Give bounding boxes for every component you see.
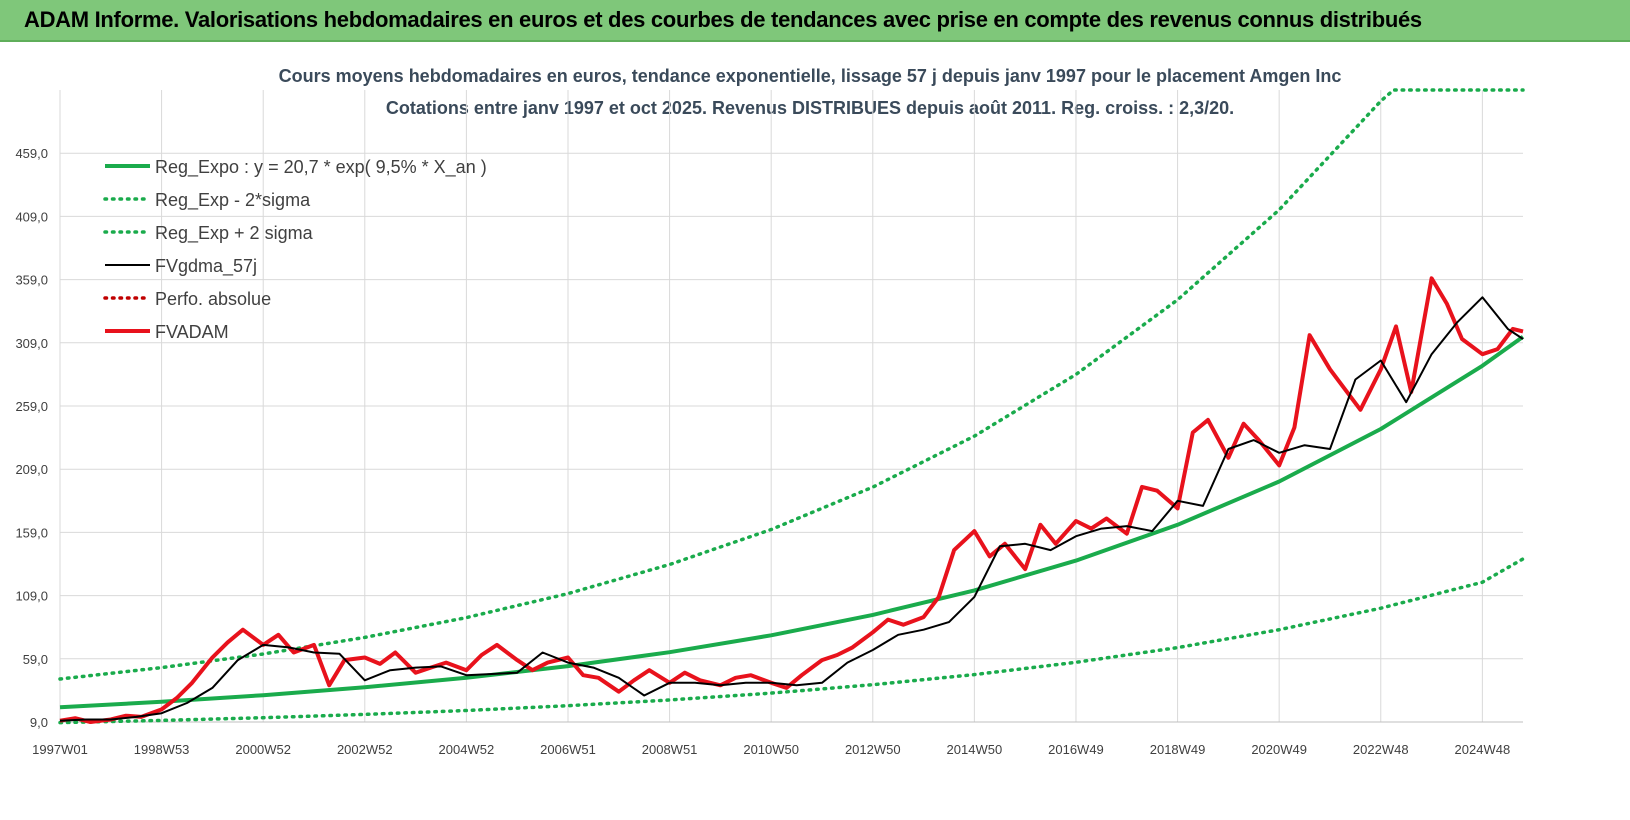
x-tick-label: 1997W01 bbox=[32, 742, 88, 757]
y-tick-label: 259,0 bbox=[15, 399, 48, 414]
x-tick-label: 2018W49 bbox=[1150, 742, 1206, 757]
series-line-0 bbox=[59, 335, 1525, 710]
y-axis: 9,0 59,0 109,0 159,0 209,0 259,0 309,0 359,0 409… bbox=[15, 146, 48, 730]
x-tick-label: 2002W52 bbox=[337, 742, 393, 757]
x-tick-label: 2010W50 bbox=[743, 742, 799, 757]
legend-label: Reg_Exp + 2 sigma bbox=[155, 223, 314, 244]
x-tick-label: 2004W52 bbox=[439, 742, 495, 757]
series-line-1 bbox=[58, 557, 1525, 725]
legend-label: Perfo. absolue bbox=[155, 289, 271, 309]
x-tick-label: 2014W50 bbox=[947, 742, 1003, 757]
x-tick-label: 2008W51 bbox=[642, 742, 698, 757]
chart-background bbox=[0, 42, 1630, 815]
x-tick-label: 2020W49 bbox=[1251, 742, 1307, 757]
x-tick-label: 2024W48 bbox=[1455, 742, 1511, 757]
chart-frame: Cours moyens hebdomadaires en euros, ten… bbox=[0, 42, 1630, 815]
y-tick-label: 459,0 bbox=[15, 146, 48, 161]
y-tick-label: 209,0 bbox=[15, 462, 48, 477]
y-tick-label: 109,0 bbox=[15, 589, 48, 604]
x-tick-label: 2016W49 bbox=[1048, 742, 1104, 757]
grid-lines bbox=[59, 90, 1523, 723]
legend-label: Reg_Expo : y = 20,7 * exp( 9,5% * X_an ) bbox=[155, 157, 487, 178]
y-tick-label: 9,0 bbox=[30, 715, 48, 730]
x-tick-label: 2022W48 bbox=[1353, 742, 1409, 757]
plot-area bbox=[58, 88, 1525, 725]
x-tick-label: 2006W51 bbox=[540, 742, 596, 757]
chart-subtitle: Cotations entre janv 1997 et oct 2025. R… bbox=[386, 98, 1234, 118]
series-line-3 bbox=[59, 296, 1524, 722]
report-banner: ADAM Informe. Valorisations hebdomadaire… bbox=[0, 0, 1630, 42]
y-tick-label: 309,0 bbox=[15, 336, 48, 351]
y-tick-label: 159,0 bbox=[15, 525, 48, 540]
y-tick-label: 409,0 bbox=[15, 209, 48, 224]
line-chart: Cours moyens hebdomadaires en euros, ten… bbox=[0, 42, 1630, 815]
chart-title: Cours moyens hebdomadaires en euros, ten… bbox=[279, 66, 1342, 86]
report-title: ADAM Informe. Valorisations hebdomadaire… bbox=[24, 7, 1422, 32]
legend-label: FVgdma_57j bbox=[155, 256, 257, 277]
legend-label: Reg_Exp - 2*sigma bbox=[155, 190, 311, 211]
x-axis: 1997W01 1998W53 2000W52 2002W52 2004W52 2006W… bbox=[32, 721, 1523, 757]
y-tick-label: 59,0 bbox=[23, 652, 48, 667]
x-tick-label: 2000W52 bbox=[235, 742, 291, 757]
legend-label: FVADAM bbox=[155, 322, 229, 342]
x-tick-label: 2012W50 bbox=[845, 742, 901, 757]
series-line-5 bbox=[59, 276, 1524, 724]
y-tick-label: 359,0 bbox=[15, 273, 48, 288]
x-tick-label: 1998W53 bbox=[134, 742, 190, 757]
legend: Reg_Expo : y = 20,7 * exp( 9,5% * X_an )… bbox=[103, 157, 487, 342]
